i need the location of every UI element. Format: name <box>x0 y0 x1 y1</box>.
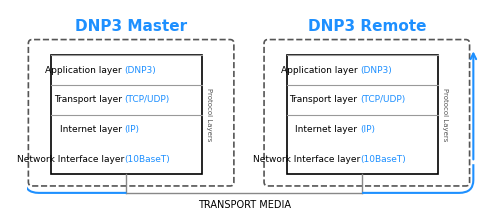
Text: Protocol Layers: Protocol Layers <box>206 88 212 141</box>
Text: (DNP3): (DNP3) <box>360 66 392 75</box>
Text: DNP3 Master: DNP3 Master <box>75 19 187 34</box>
Text: Application layer: Application layer <box>45 66 125 75</box>
Text: Network Interface layer: Network Interface layer <box>17 155 125 164</box>
Text: Internet layer: Internet layer <box>296 125 360 134</box>
Text: DNP3 Remote: DNP3 Remote <box>308 19 426 34</box>
Text: (TCP/UDP): (TCP/UDP) <box>125 95 170 104</box>
FancyBboxPatch shape <box>28 40 234 186</box>
FancyBboxPatch shape <box>51 55 202 174</box>
Text: Protocol Layers: Protocol Layers <box>442 88 448 141</box>
Text: (10BaseT): (10BaseT) <box>125 155 170 164</box>
FancyBboxPatch shape <box>286 55 437 174</box>
Text: Application layer: Application layer <box>281 66 360 75</box>
Text: (DNP3): (DNP3) <box>125 66 156 75</box>
Text: Network Interface layer: Network Interface layer <box>253 155 360 164</box>
Text: (IP): (IP) <box>360 125 375 134</box>
Text: Internet layer: Internet layer <box>60 125 125 134</box>
Text: (10BaseT): (10BaseT) <box>360 155 406 164</box>
Text: Transport layer: Transport layer <box>54 95 125 104</box>
Text: Transport layer: Transport layer <box>289 95 360 104</box>
Text: (IP): (IP) <box>125 125 139 134</box>
Text: TRANSPORT MEDIA: TRANSPORT MEDIA <box>198 200 291 210</box>
FancyBboxPatch shape <box>264 40 469 186</box>
Text: (TCP/UDP): (TCP/UDP) <box>360 95 405 104</box>
